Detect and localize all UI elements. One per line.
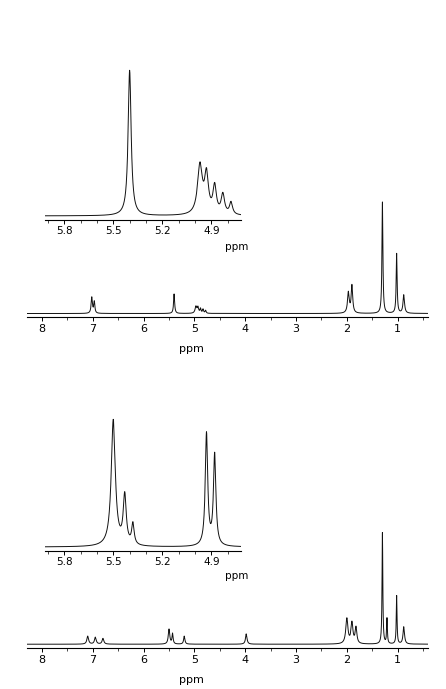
Text: ppm: ppm	[225, 571, 248, 581]
Text: ppm: ppm	[225, 242, 248, 252]
Text: ppm: ppm	[179, 675, 204, 685]
Text: ppm: ppm	[179, 344, 204, 354]
